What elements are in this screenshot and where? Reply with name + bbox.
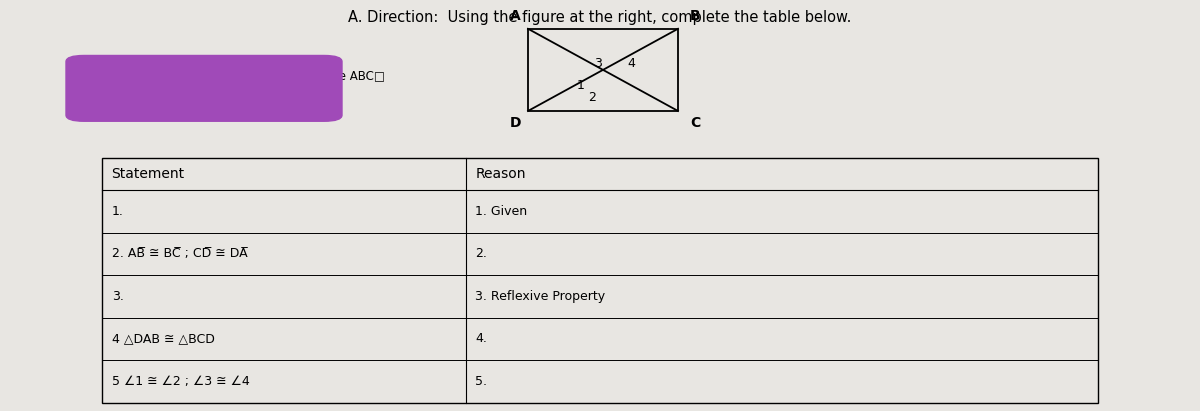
Text: 2. AB̅ ≅ BC̅ ; CD̅ ≅ DA̅: 2. AB̅ ≅ BC̅ ; CD̅ ≅ DA̅ [112,247,247,260]
Text: 1.: 1. [112,205,124,218]
Text: 3.: 3. [112,290,124,303]
Bar [102,158,1098,403]
Text: 2: 2 [588,91,595,104]
FancyBboxPatch shape [66,55,342,121]
Text: 1. Given: 1. Given [475,205,527,218]
Text: 3: 3 [594,57,601,70]
Text: 4.: 4. [475,332,487,346]
Text: 3. Reflexive Property: 3. Reflexive Property [475,290,605,303]
Text: 5 ∠1 ≅ ∠2 ; ∠3 ≅ ∠4: 5 ∠1 ≅ ∠2 ; ∠3 ≅ ∠4 [112,375,250,388]
Text: Reason: Reason [475,167,526,181]
Text: 1: 1 [577,79,584,92]
Text: Statement: Statement [112,167,185,181]
Text: 2.: 2. [475,247,487,260]
Text: 4 △DAB ≅ △BCD: 4 △DAB ≅ △BCD [112,332,215,346]
Text: 5.: 5. [475,375,487,388]
Text: re ABC□: re ABC□ [334,69,385,83]
Text: B: B [690,9,701,23]
Text: D: D [509,116,521,130]
Text: A. Direction:  Using the figure at the right, complete the table below.: A. Direction: Using the figure at the ri… [348,10,852,25]
Text: A: A [510,9,521,23]
Text: C: C [690,116,701,130]
Text: 4: 4 [628,57,635,70]
